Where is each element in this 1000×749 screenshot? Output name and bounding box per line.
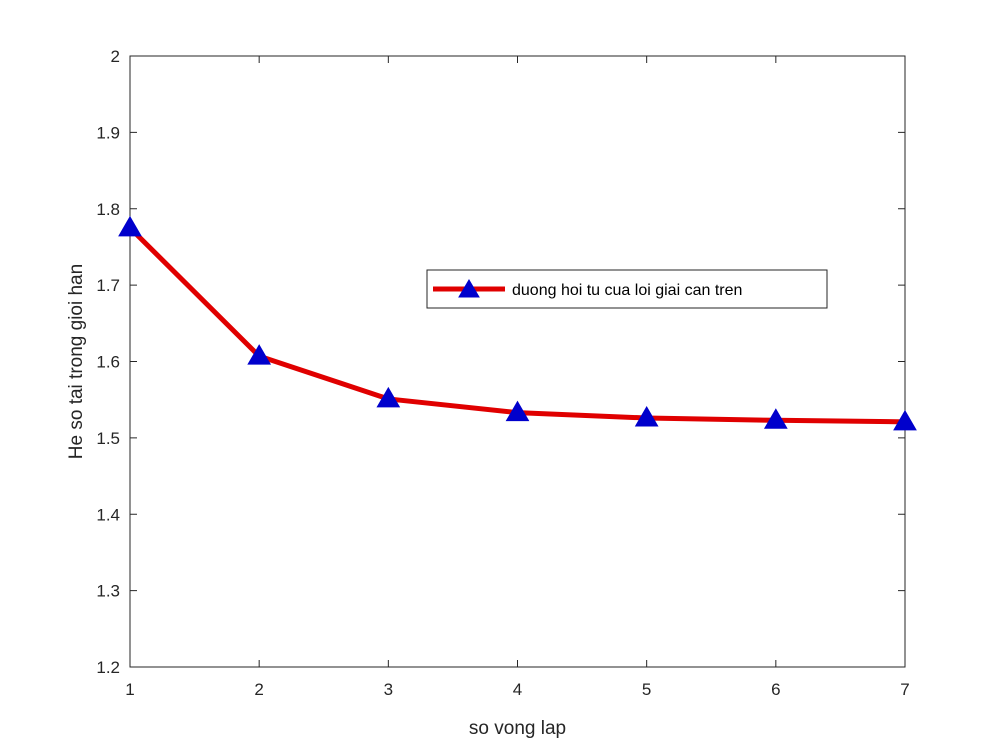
legend-label: duong hoi tu cua loi giai can tren	[512, 282, 742, 299]
y-tick-label: 1.2	[96, 658, 120, 677]
y-tick-label: 1.5	[96, 429, 120, 448]
data-point-marker	[247, 344, 272, 365]
data-point-marker	[893, 409, 917, 431]
x-axis-title: so vong lap	[469, 718, 566, 739]
y-tick-label: 1.4	[96, 505, 120, 524]
data-point-marker	[505, 400, 530, 422]
y-tick-label: 1.8	[96, 200, 120, 219]
legend-marker-sample	[458, 279, 480, 298]
x-tick-label: 5	[642, 680, 651, 699]
x-tick-label: 3	[384, 680, 393, 699]
y-tick-label: 1.6	[96, 353, 120, 372]
series-layer	[118, 215, 917, 431]
plot-frame	[129, 55, 906, 668]
y-tick-label: 1.7	[96, 276, 120, 295]
data-point-marker	[634, 406, 659, 427]
x-tick-label: 1	[125, 680, 134, 699]
data-point-marker	[376, 386, 401, 408]
ticks-layer: 1 2 3 4 5 6 7 1.2 1.3 1.4 1.5 1.6 1.7 1.8 1.9 2	[96, 47, 909, 699]
y-tick-label: 2	[111, 47, 120, 66]
x-tick-label: 7	[900, 680, 909, 699]
y-tick-label: 1.9	[96, 123, 120, 142]
data-point-marker	[118, 215, 142, 237]
x-tick-label: 2	[254, 680, 263, 699]
legend: duong hoi tu cua loi giai can tren	[426, 269, 828, 309]
x-tick-label: 4	[513, 680, 522, 699]
y-tick-label: 1.3	[96, 582, 120, 601]
plot-area	[130, 56, 905, 667]
y-axis-title: He so tai trong gioi han	[66, 264, 87, 459]
data-point-marker	[763, 408, 788, 429]
x-tick-label: 6	[771, 680, 780, 699]
